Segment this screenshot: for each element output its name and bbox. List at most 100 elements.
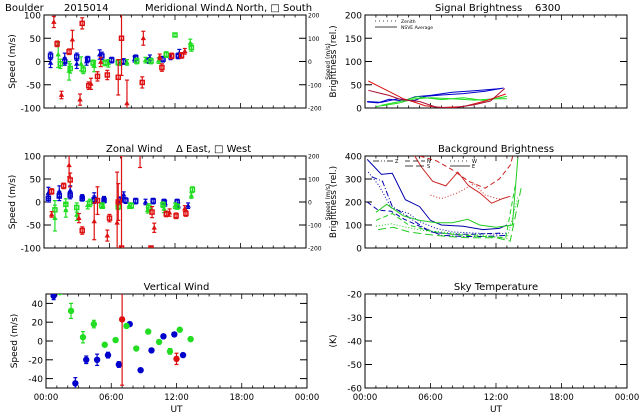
data-point [155,338,163,346]
data-point-triangle [121,191,127,197]
data-point-triangle [142,199,149,204]
data-point-square [94,197,101,204]
data-point-triangle [76,215,82,220]
data-point-triangle [104,232,111,238]
y-tick-label: -20 [347,291,362,301]
data-point [148,347,155,354]
y-tick-label-right: -100 [308,82,322,89]
data-point-square [173,213,179,219]
data-point-triangle [74,212,80,217]
data-points [45,156,196,248]
series-line-blue-1 [367,88,502,104]
data-point-square [60,183,67,189]
y-tick-label: -100 [21,105,42,115]
chart-legend-text: Δ North, □ South [226,3,312,14]
data-point-square [56,193,63,199]
data-point-triangle [155,57,162,63]
data-point-square [79,195,85,202]
data-point-triangle [161,206,167,211]
y-tick-label: 0 [356,245,362,255]
data-point-square [45,195,52,202]
data-point-square [168,53,175,59]
y-tick-label: -40 [28,375,43,385]
data-point-triangle [48,211,55,217]
data-point-triangle [51,19,57,24]
y-tick-label: -30 [347,314,362,324]
data-point [101,341,108,348]
data-point-square [63,201,69,208]
data-point-square [189,186,196,193]
chart-title: Zonal Wind [106,144,163,155]
chart-title: Meridional Wind [145,3,225,14]
data-point-square [54,41,60,47]
data-point-square [172,32,178,38]
data-point-square [159,64,165,71]
series-line-blue-N [366,201,502,235]
series-line-blue-2 [367,87,504,103]
series-line-green-E [375,158,519,228]
x-tick-label: 12:00 [484,393,509,403]
legend-label: E [472,164,475,170]
legend-label: Zenith [401,19,416,25]
data-point-square [134,58,140,64]
header-date: 2015014 [64,3,109,14]
data-point [179,351,187,359]
chart-legend-text: Δ East, □ West [176,144,251,155]
legend-label: Z [395,159,399,165]
data-point-square [86,82,92,89]
y-tick-label: -100 [21,245,42,255]
y-tick-label: 50 [351,81,363,91]
data-point-square [94,73,101,80]
y-tick-label: 0 [35,58,41,68]
data-point [90,320,98,328]
data-point [79,334,87,341]
y-tick-label: 50 [30,35,42,45]
data-point [123,322,130,330]
series-line-red-2 [368,88,506,108]
y-tick-label: -50 [26,81,41,91]
data-point-triangle [77,96,83,102]
data-point-square [67,192,73,198]
series-line-red-E [414,156,511,204]
x-tick-label: 00:00 [353,393,378,403]
y-tick-label: 0 [35,199,41,209]
data-point-square [79,227,85,234]
data-point-square [163,51,170,58]
data-point-square [174,203,180,210]
y-tick-label: 300 [345,176,362,186]
plot-frame [364,155,628,249]
data-point [57,294,63,296]
data-point-square [74,204,80,211]
data-point-square [90,60,96,66]
data-point-triangle [91,218,97,224]
data-point-square [149,209,155,215]
y-axis-label: Speed (m/s) [8,34,18,89]
data-point [145,328,152,335]
plot-frame [45,293,308,389]
data-point-square [66,48,72,55]
data-point-triangle [98,59,104,64]
y-tick-label: 0 [356,105,362,115]
x-tick-label: 00:00 [615,393,640,403]
legend-label: W [472,159,477,165]
data-point-square [160,202,166,208]
data-point-square [115,199,121,205]
data-point-square [188,44,195,51]
y-tick-label-right: -100 [308,223,322,230]
data-point [133,345,140,352]
y-tick-label: 20 [32,319,44,329]
y-tick-label-right: -200 [308,246,322,253]
data-point-triangle [182,48,188,54]
data-point [72,380,79,387]
data-point-triangle [58,92,65,97]
x-axis-label: UT [490,405,503,415]
data-point [176,326,183,333]
y-tick-label: 100 [345,58,362,68]
data-point-triangle [151,224,157,230]
data-point-square [146,204,152,211]
data-point-triangle [78,61,84,66]
y-tick-label-right: 100 [308,36,320,43]
y-tick-label-right: 200 [308,154,320,161]
data-point-square [106,215,113,221]
x-tick-label: 06:00 [99,393,124,403]
